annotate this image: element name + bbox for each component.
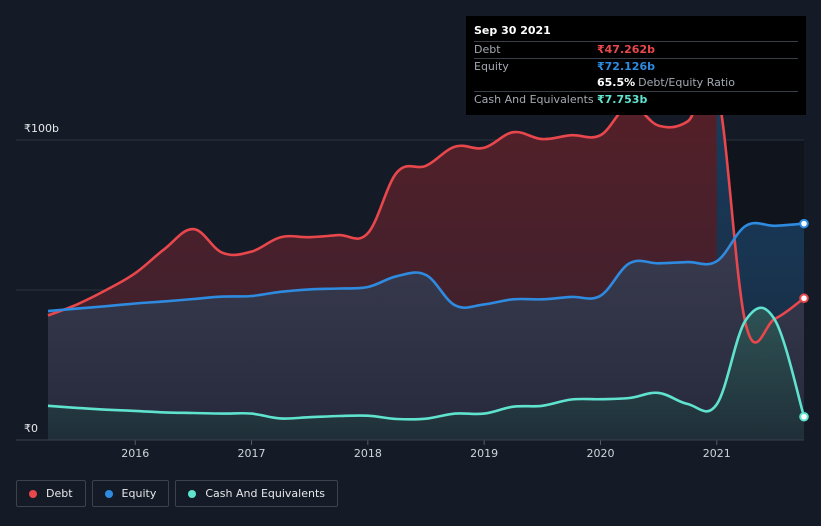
tooltip-value-equity: ₹72.126b (597, 60, 655, 73)
legend-dot-debt-icon (29, 489, 37, 498)
legend-label-equity: Equity (121, 487, 157, 500)
tooltip-row-cash: Cash And Equivalents ₹7.753b (474, 91, 798, 108)
y-tick-label-top: ₹100b (24, 122, 59, 135)
tooltip-label-ratio (474, 75, 597, 91)
x-tick-label-2016: 2016 (121, 447, 149, 460)
tooltip-ratio-caption: Debt/Equity Ratio (638, 76, 735, 89)
legend-label-cash: Cash And Equivalents (205, 487, 325, 500)
legend-label-debt: Debt (46, 487, 73, 500)
tooltip-label-debt: Debt (474, 43, 501, 56)
end-markers (799, 218, 809, 422)
cash-end-dot (799, 411, 809, 422)
tooltip-label-cash: Cash And Equivalents (474, 93, 594, 106)
legend-dot-equity-icon (104, 489, 113, 498)
x-tick-label-2019: 2019 (470, 447, 498, 460)
tooltip-row-ratio: 65.5% Debt/Equity Ratio (474, 75, 798, 91)
cash-area (48, 307, 804, 440)
tooltip-value-debt: ₹47.262b (597, 43, 655, 56)
tooltip-row-equity: Equity ₹72.126b (474, 58, 798, 75)
x-tick-label-2018: 2018 (354, 447, 382, 460)
x-axis-ticks: 2016 2017 2018 2019 2020 2021 (16, 439, 804, 460)
equity-area (48, 223, 804, 440)
tooltip-value-cash: ₹7.753b (597, 93, 648, 106)
equity-end-dot (799, 218, 809, 229)
chart-legend: Debt Equity Cash And Equivalents (16, 480, 338, 507)
x-tick-label-2020: 2020 (586, 447, 614, 460)
debt-end-dot (799, 293, 809, 304)
x-tick-label-2017: 2017 (238, 447, 266, 460)
cash-line (47, 306, 806, 421)
legend-item-cash[interactable]: Cash And Equivalents (175, 480, 338, 507)
equity-line (47, 221, 805, 313)
legend-item-equity[interactable]: Equity (91, 480, 170, 507)
tooltip-panel: Sep 30 2021 Debt ₹47.262b Equity ₹72.126… (466, 16, 806, 115)
tooltip-label-equity: Equity (474, 60, 509, 73)
y-tick-label-zero: ₹0 (24, 422, 38, 435)
x-tick-label-2021: 2021 (703, 447, 731, 460)
tooltip-row-debt: Debt ₹47.262b (474, 41, 798, 58)
tooltip-value-ratio: 65.5% (597, 76, 636, 89)
tooltip-date: Sep 30 2021 (474, 24, 551, 37)
legend-item-debt[interactable]: Debt (16, 480, 86, 507)
area-fills (48, 77, 804, 440)
legend-dot-cash-icon (188, 489, 197, 498)
